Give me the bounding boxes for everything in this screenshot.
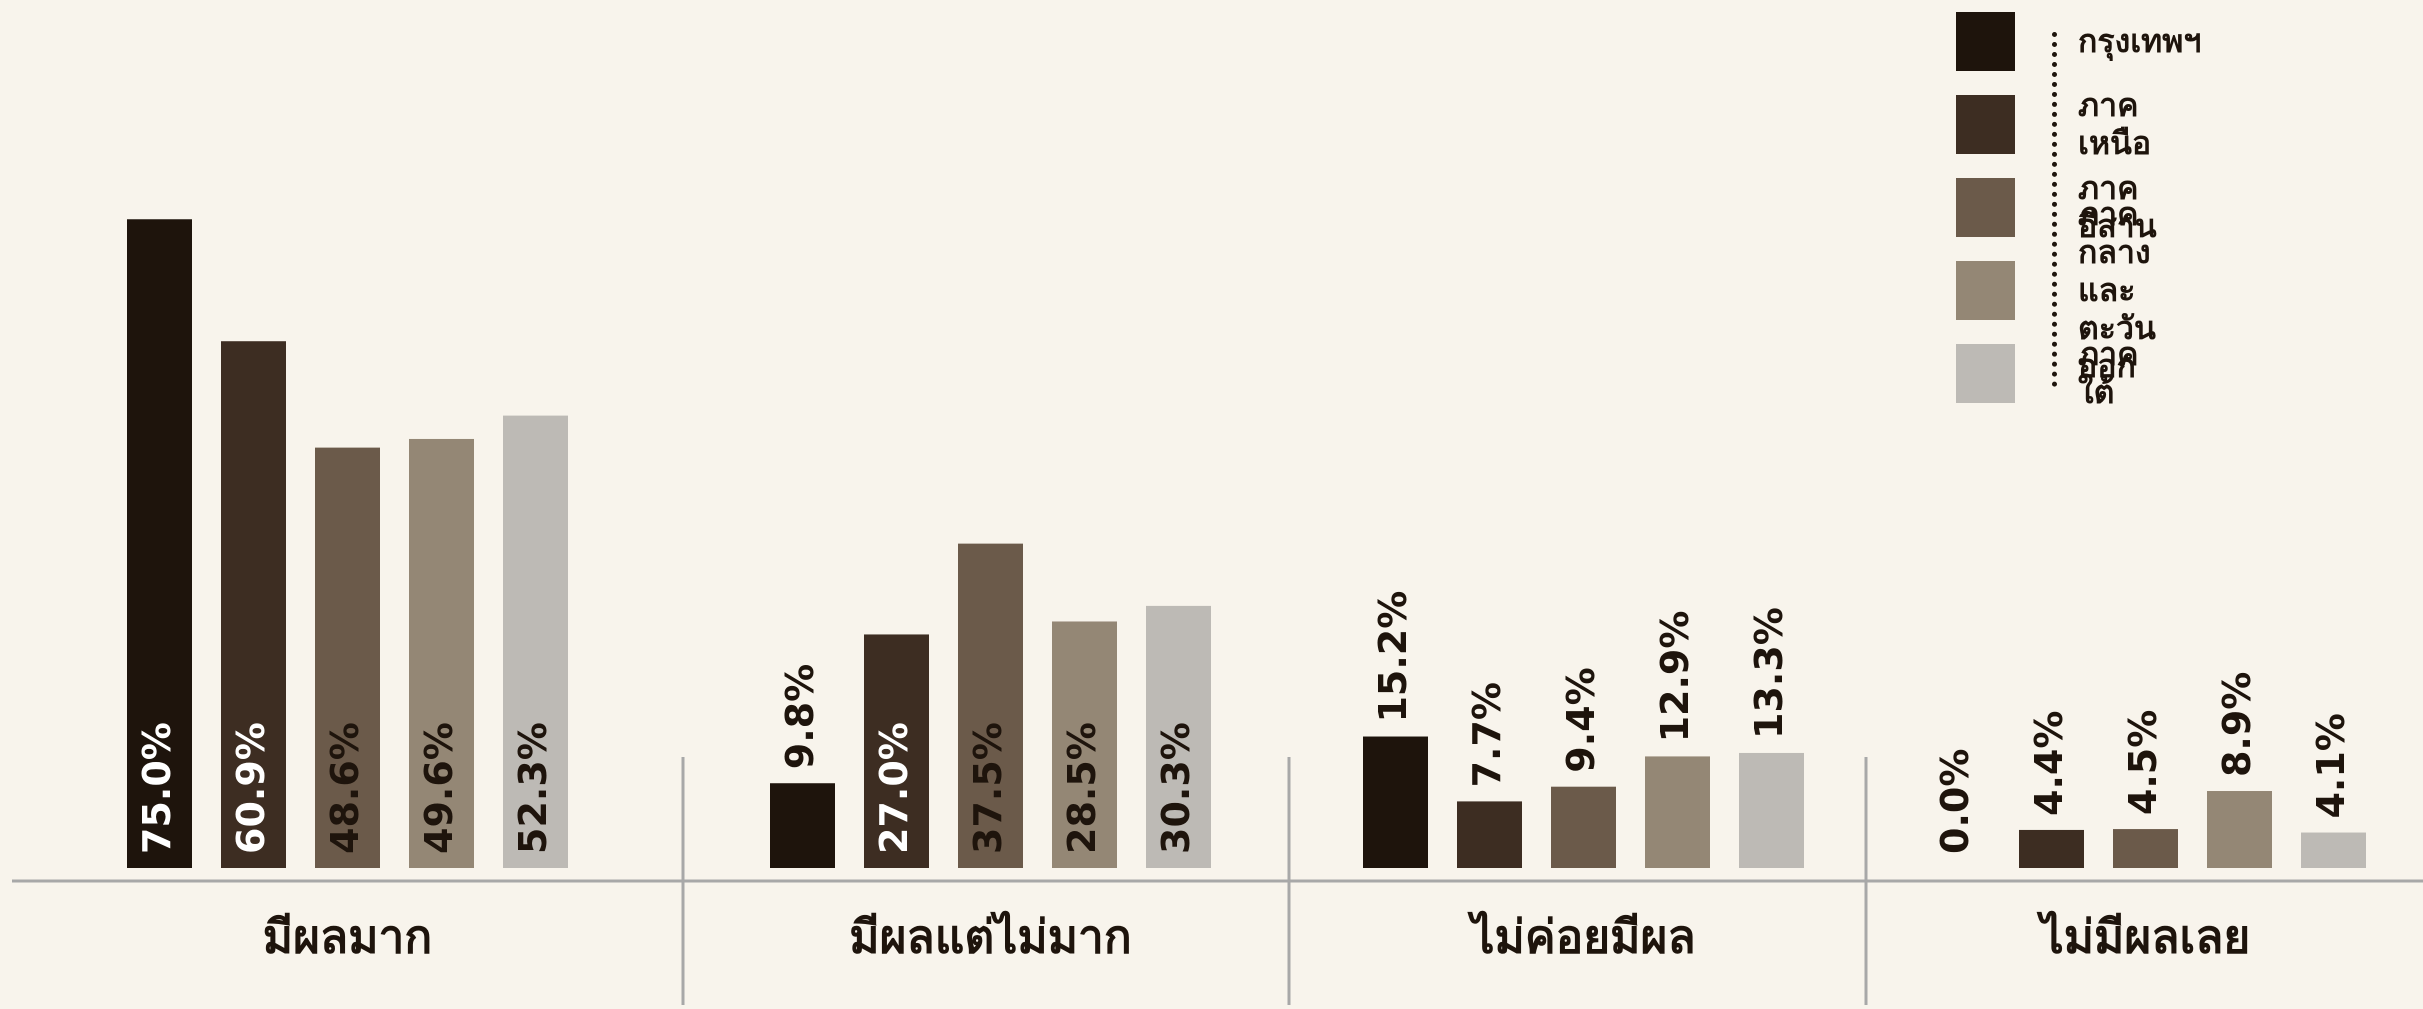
bar — [1645, 756, 1710, 868]
bar — [1363, 736, 1428, 868]
bar — [958, 543, 1023, 868]
legend-label: กรุงเทพฯ — [2078, 22, 2202, 60]
legend-divider — [2052, 32, 2057, 387]
data-label: 9.4% — [1559, 667, 1603, 772]
legend-swatch — [1956, 261, 2015, 320]
bar — [1052, 621, 1117, 868]
data-label: 8.9% — [2215, 672, 2259, 777]
bar — [2207, 791, 2272, 868]
x-tick-label: มีผลแต่ไม่มาก — [849, 910, 1131, 964]
legend-swatch — [1956, 95, 2015, 154]
data-label: 30.3% — [1154, 722, 1198, 854]
bar — [221, 341, 286, 869]
data-label: 28.5% — [1060, 722, 1104, 854]
bar — [409, 438, 474, 868]
bar — [2301, 832, 2366, 868]
bar — [864, 634, 929, 868]
bar — [2019, 829, 2084, 868]
data-label: 15.2% — [1371, 591, 1415, 723]
bar — [1739, 752, 1804, 868]
data-label: 37.5% — [966, 722, 1010, 854]
legend-label: ภาคอีสาน — [2078, 169, 2157, 245]
data-label: 7.7% — [1465, 682, 1509, 787]
bar — [770, 783, 835, 868]
x-tick-label: ไม่ค่อยมีผล — [1466, 910, 1695, 964]
legend-swatch — [1956, 12, 2015, 71]
data-label: 4.1% — [2309, 713, 2353, 818]
x-tick-label: ไม่มีผลเลย — [2036, 910, 2251, 964]
legend-label: ภาคเหนือ — [2078, 86, 2152, 162]
data-label: 48.6% — [323, 722, 367, 854]
bar — [1551, 786, 1616, 868]
data-label: 13.3% — [1747, 607, 1791, 739]
data-label: 4.4% — [2027, 711, 2071, 816]
data-label: 12.9% — [1653, 611, 1697, 743]
data-label: 49.6% — [417, 722, 461, 854]
data-label: 52.3% — [511, 722, 555, 854]
data-label: 0.0% — [1933, 749, 1977, 854]
bar — [315, 447, 380, 868]
bar — [1146, 605, 1211, 868]
data-label: 27.0% — [872, 722, 916, 854]
legend-swatch — [1956, 178, 2015, 237]
legend-swatch — [1956, 344, 2015, 403]
bar — [127, 219, 192, 868]
legend-label: ภาคกลาง และตะวันออก — [2078, 195, 2156, 385]
legend-label: ภาคใต้ — [2078, 335, 2139, 411]
data-label: 75.0% — [135, 722, 179, 854]
x-tick-label: มีผลมาก — [263, 910, 432, 964]
data-label: 9.8% — [778, 664, 822, 769]
bar — [1457, 801, 1522, 868]
data-label: 60.9% — [229, 722, 273, 854]
bar — [503, 415, 568, 868]
bar — [2113, 829, 2178, 868]
data-label: 4.5% — [2121, 710, 2165, 815]
